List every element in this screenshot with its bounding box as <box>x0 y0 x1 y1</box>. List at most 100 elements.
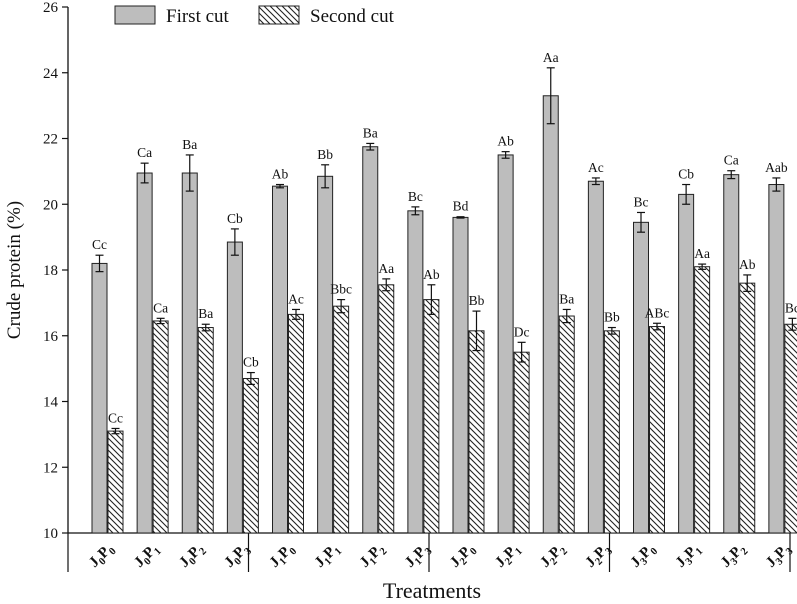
first-cut-bar <box>633 221 649 534</box>
first-cut-bar <box>91 262 108 534</box>
y-tick-label: 24 <box>43 66 59 82</box>
y-tick-label: 10 <box>43 526 58 542</box>
category-label: J2P3 <box>582 540 615 573</box>
significance-label: Ba <box>198 306 213 321</box>
second-cut-bar <box>333 305 350 534</box>
legend-swatch-second-cut <box>258 5 300 25</box>
first-cut-bar <box>542 95 559 534</box>
category-label-part: 3 <box>729 556 740 567</box>
category-label-part: 1 <box>333 546 344 557</box>
category-label-part: 2 <box>503 556 514 567</box>
second-cut-bar <box>152 320 169 534</box>
category-label: J1P3 <box>402 540 435 573</box>
second-cut-bar <box>423 299 440 534</box>
second-cut-bar <box>694 266 711 534</box>
significance-label: Bc <box>785 300 797 315</box>
significance-label: Bc <box>408 189 423 204</box>
category-label: J2P1 <box>492 540 525 573</box>
first-cut-bar <box>452 216 469 534</box>
first-cut-bar <box>497 154 514 534</box>
second-cut-bar <box>603 330 620 534</box>
y-tick-label: 16 <box>43 329 59 345</box>
first-cut-bar <box>678 193 695 534</box>
significance-label: Dc <box>514 324 530 339</box>
y-tick-label: 14 <box>43 395 59 411</box>
significance-label: Ab <box>272 167 289 182</box>
first-cut-bar <box>136 172 153 534</box>
category-label-part: 1 <box>152 546 163 557</box>
category-label-part: 2 <box>593 556 604 567</box>
significance-label: Cc <box>92 237 107 252</box>
y-tick-label: 26 <box>43 0 59 16</box>
significance-label: Ba <box>182 137 197 152</box>
category-label: J3P3 <box>763 540 796 573</box>
category-label-part: 0 <box>107 546 118 557</box>
second-cut-bar <box>107 430 124 534</box>
y-tick-label: 12 <box>43 460 58 476</box>
significance-label: Bb <box>604 310 620 325</box>
category-label-part: 0 <box>97 556 108 567</box>
y-axis-title: Crude protein (%) <box>4 201 25 339</box>
significance-label: Ca <box>724 153 739 168</box>
significance-label: Ab <box>423 267 440 282</box>
significance-label: Ba <box>363 125 378 140</box>
significance-label: Ca <box>153 300 168 315</box>
category-label-part: 2 <box>378 546 389 557</box>
category-label-part: 0 <box>232 556 243 567</box>
significance-label: Cb <box>678 167 694 182</box>
significance-label: Bbc <box>330 282 352 297</box>
category-label: J0P0 <box>86 540 119 573</box>
category-label: J0P2 <box>176 540 209 573</box>
y-tick-label: 18 <box>43 263 58 279</box>
category-label: J0P3 <box>221 540 254 573</box>
second-cut-bar <box>288 313 304 534</box>
category-label-part: 1 <box>278 556 289 567</box>
category-label-part: 1 <box>694 546 705 557</box>
significance-label: Aab <box>765 160 788 175</box>
significance-label: Aa <box>543 50 559 65</box>
second-cut-bar <box>784 323 797 534</box>
second-cut-bar <box>739 282 756 534</box>
significance-label: Bd <box>453 199 469 214</box>
category-label: J2P2 <box>537 540 570 573</box>
significance-label: Bb <box>469 293 485 308</box>
legend-label-second-cut: Second cut <box>310 6 395 27</box>
first-cut-bar <box>723 174 740 534</box>
second-cut-bar <box>513 351 530 534</box>
second-cut-bar <box>468 330 485 534</box>
category-label-part: 2 <box>197 546 208 557</box>
significance-label: Bc <box>634 194 649 209</box>
significance-label: Cb <box>227 211 243 226</box>
category-label-part: 3 <box>774 556 785 567</box>
category-label: J2P0 <box>447 540 480 573</box>
category-label-part: 2 <box>458 556 469 567</box>
category-label-part: 0 <box>468 546 479 557</box>
significance-label: Ac <box>588 160 604 175</box>
category-label-part: 2 <box>558 546 569 557</box>
significance-label: ABc <box>645 305 670 320</box>
second-cut-bar <box>378 284 395 534</box>
category-label-part: 2 <box>548 556 559 567</box>
category-label: J1P1 <box>312 540 345 573</box>
category-label: J3P1 <box>673 540 706 573</box>
second-cut-bar <box>558 315 575 534</box>
y-tick-label: 20 <box>43 197 58 213</box>
y-tick-label: 22 <box>43 132 58 148</box>
first-cut-bar <box>317 175 334 534</box>
legend-swatch-first-cut <box>114 5 156 25</box>
significance-label: Ab <box>739 257 756 272</box>
category-label: J3P2 <box>718 540 751 573</box>
first-cut-bar <box>272 185 288 534</box>
category-label-part: 0 <box>649 546 660 557</box>
first-cut-bar <box>768 184 785 534</box>
first-cut-bar <box>181 172 198 534</box>
significance-label: Cb <box>243 355 259 370</box>
significance-label: Aa <box>694 246 710 261</box>
significance-label: Ba <box>559 291 574 306</box>
second-cut-bar <box>649 326 665 534</box>
category-label: J1P0 <box>267 540 300 573</box>
first-cut-bar <box>587 180 604 534</box>
category-label: J0P1 <box>131 540 164 573</box>
category-label-part: 0 <box>142 556 153 567</box>
category-label-part: 0 <box>187 556 198 567</box>
